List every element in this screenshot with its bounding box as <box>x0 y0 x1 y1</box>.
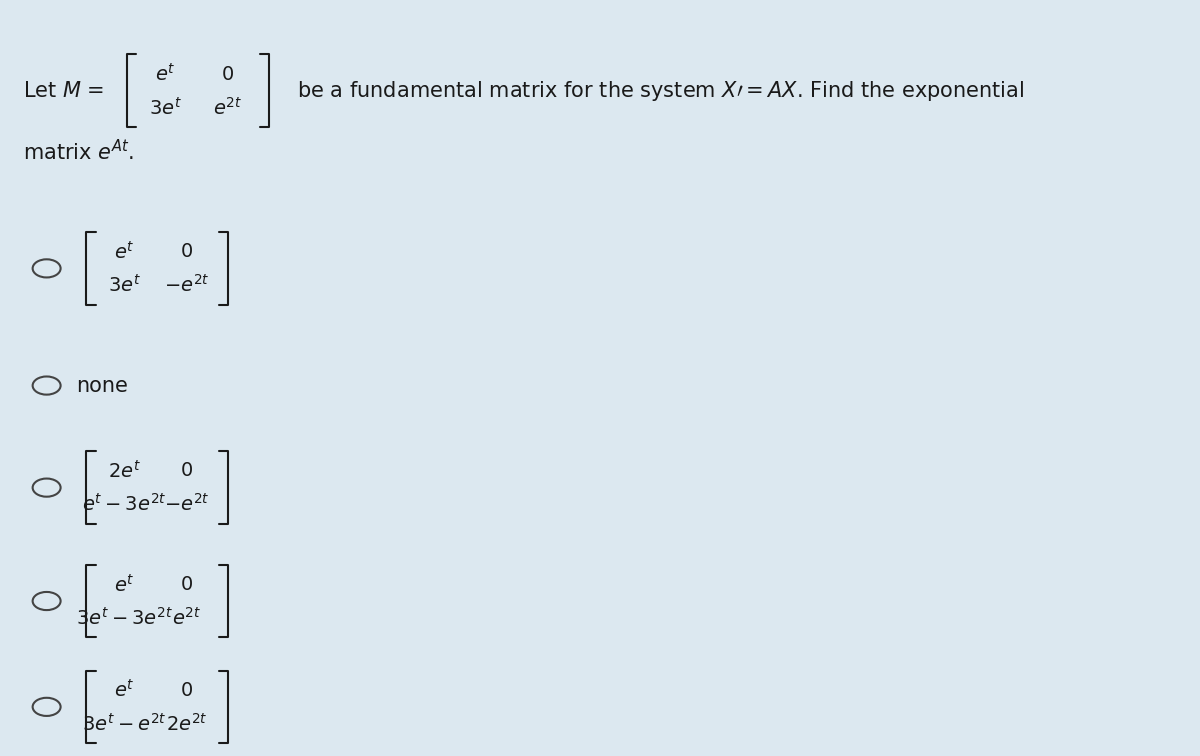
Text: $0$: $0$ <box>180 461 193 481</box>
Text: $3e^t - e^{2t}$: $3e^t - e^{2t}$ <box>83 713 167 734</box>
Text: Let $M$ =: Let $M$ = <box>23 81 104 101</box>
Text: $2e^t$: $2e^t$ <box>108 460 142 482</box>
Text: be a fundamental matrix for the system $X\prime = AX$. Find the exponential: be a fundamental matrix for the system $… <box>298 79 1025 103</box>
Text: $e^t$: $e^t$ <box>114 574 136 595</box>
Text: $0$: $0$ <box>180 575 193 594</box>
Text: $e^t$: $e^t$ <box>155 64 176 85</box>
Text: $0$: $0$ <box>180 242 193 262</box>
Text: $e^{2t}$: $e^{2t}$ <box>212 97 242 118</box>
Text: $3e^t - 3e^{2t}$: $3e^t - 3e^{2t}$ <box>77 607 173 628</box>
Text: $3e^t$: $3e^t$ <box>149 97 182 118</box>
Text: $0$: $0$ <box>180 680 193 700</box>
Text: $e^t$: $e^t$ <box>114 241 136 262</box>
Text: $e^{2t}$: $e^{2t}$ <box>172 607 202 628</box>
Text: none: none <box>76 376 127 395</box>
Text: $-e^{2t}$: $-e^{2t}$ <box>163 494 209 515</box>
Text: $3e^t$: $3e^t$ <box>108 274 142 296</box>
Text: matrix $e^{At}$.: matrix $e^{At}$. <box>23 138 134 164</box>
Text: $2e^{2t}$: $2e^{2t}$ <box>166 713 208 734</box>
Text: $e^t - 3e^{2t}$: $e^t - 3e^{2t}$ <box>83 494 167 515</box>
Text: $e^t$: $e^t$ <box>114 680 136 701</box>
Text: $-e^{2t}$: $-e^{2t}$ <box>163 274 209 296</box>
Text: $0$: $0$ <box>221 64 234 84</box>
